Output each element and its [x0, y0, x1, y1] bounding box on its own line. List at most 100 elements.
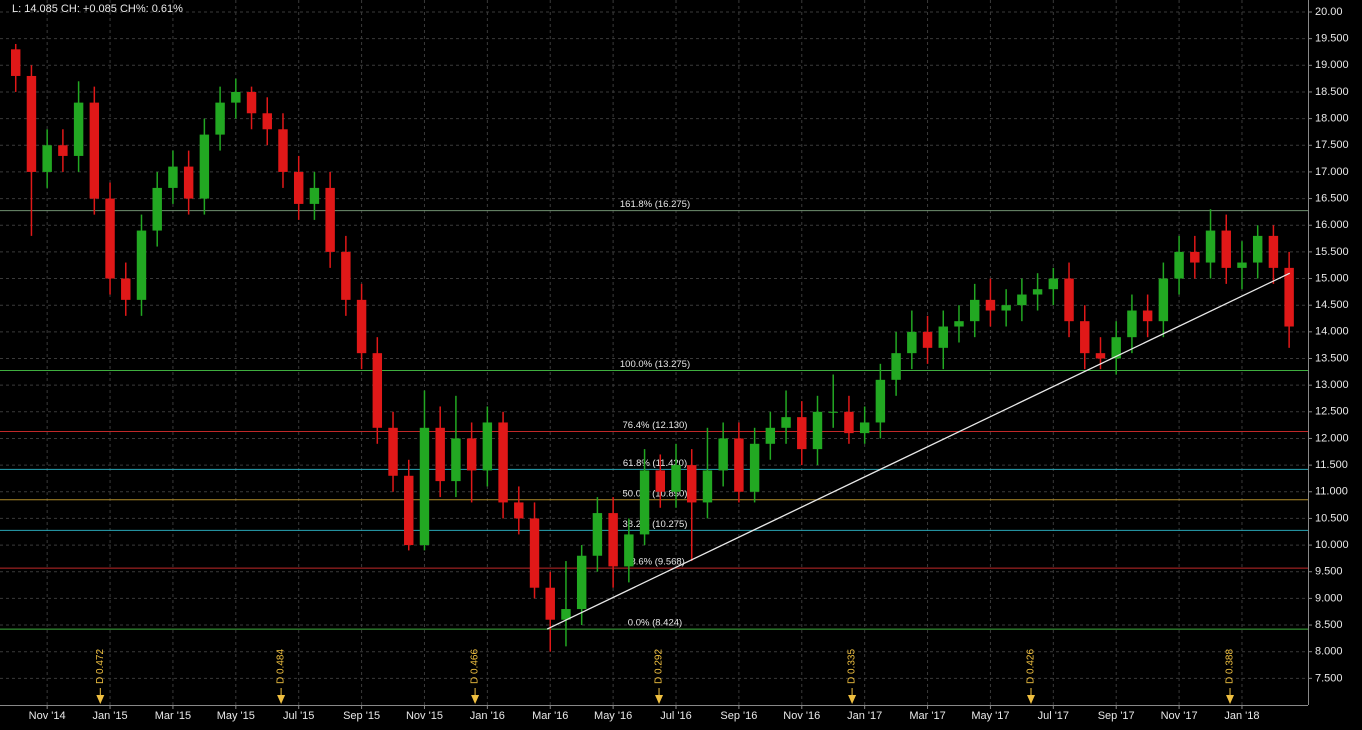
candle-body: [404, 475, 414, 546]
dividend-label: D 0.484: [276, 649, 287, 684]
candle-body: [1142, 310, 1153, 322]
candle-body: [954, 321, 964, 327]
y-tick-label: 15.500: [1315, 246, 1349, 258]
candle-body: [325, 187, 335, 252]
x-tick-label: Nov '14: [29, 710, 66, 722]
y-tick-label: 18.000: [1315, 113, 1349, 125]
fib-label: 50.0% (10.850): [623, 488, 688, 499]
y-tick-label: 12.500: [1315, 406, 1349, 418]
y-tick-label: 18.500: [1315, 86, 1349, 98]
x-tick-label: Nov '16: [783, 710, 820, 722]
candle-body: [105, 198, 115, 279]
candle-body: [199, 134, 210, 199]
candle-body: [1111, 337, 1121, 359]
dividend-label: D 0.335: [847, 649, 858, 684]
y-tick-label: 10.000: [1315, 539, 1349, 551]
x-tick-label: Sep '17: [1098, 710, 1135, 722]
candle-body: [215, 102, 225, 135]
y-tick-label: 19.000: [1315, 59, 1349, 71]
status-text: L: 14.085 CH: +0.085 CH%: 0.61%: [12, 3, 183, 15]
candle-body: [1017, 294, 1027, 306]
candle-body: [875, 379, 886, 423]
candle-body: [89, 102, 100, 199]
candle-body: [152, 187, 162, 231]
dividend-label: D 0.472: [95, 649, 106, 684]
candle-body: [309, 187, 320, 204]
y-tick-label: 20.00: [1315, 6, 1343, 18]
fib-label: 0.0% (8.424): [628, 618, 682, 629]
candle-body: [1252, 235, 1263, 263]
dividend-marker: [1026, 695, 1035, 704]
y-tick-label: 16.000: [1315, 219, 1349, 231]
x-tick-label: Jul '15: [283, 710, 314, 722]
x-tick-label: Nov '17: [1161, 710, 1198, 722]
candle-body: [73, 102, 84, 156]
x-tick-label: Nov '15: [406, 710, 443, 722]
candle-body: [246, 91, 257, 114]
candle-body: [529, 518, 540, 588]
x-tick-label: Jan '16: [470, 710, 505, 722]
candle-body: [687, 465, 697, 503]
candle-body: [435, 427, 445, 482]
candle-body: [938, 326, 948, 348]
candle-body: [514, 502, 524, 519]
fib-label: 76.4% (12.130): [623, 420, 688, 431]
candle-body: [42, 145, 52, 172]
candle-body: [1268, 235, 1279, 268]
candle-body: [765, 427, 776, 444]
candle-body: [639, 470, 650, 535]
candle-body: [1174, 251, 1184, 279]
x-tick-label: Jan '18: [1224, 710, 1259, 722]
dividend-marker: [96, 695, 105, 704]
candle-body: [262, 113, 272, 130]
candle-body: [1001, 305, 1011, 311]
candle-body: [466, 438, 477, 471]
candle-body: [26, 75, 37, 172]
candle-body: [1048, 278, 1059, 290]
candle-body: [734, 438, 744, 492]
candle-body: [136, 230, 147, 300]
candle-body: [859, 422, 870, 434]
y-tick-label: 17.500: [1315, 139, 1349, 151]
x-tick-label: Sep '15: [343, 710, 380, 722]
candle-body: [419, 427, 430, 546]
candle-body: [608, 513, 618, 567]
x-tick-label: Mar '15: [155, 710, 191, 722]
candle-body: [545, 587, 555, 620]
candle-body: [891, 353, 901, 380]
candle-body: [1221, 230, 1231, 268]
candle-body: [718, 438, 728, 471]
y-tick-label: 13.500: [1315, 352, 1349, 364]
candle-body: [1032, 289, 1043, 295]
candle-body: [168, 166, 178, 188]
y-tick-label: 16.500: [1315, 192, 1349, 204]
candle-body: [231, 91, 241, 103]
candle-body: [844, 411, 854, 434]
y-tick-label: 9.500: [1315, 566, 1343, 578]
fib-label: 23.6% (9.568): [625, 557, 685, 568]
y-tick-label: 11.500: [1315, 459, 1348, 471]
fib-label: 38.2% (10.275): [623, 519, 688, 530]
candle-body: [702, 470, 713, 503]
trendline: [546, 272, 1291, 630]
candle-body: [278, 129, 288, 172]
candle-body: [1127, 310, 1137, 338]
candle-body: [498, 422, 508, 503]
candle-body: [1237, 262, 1247, 268]
candle-body: [58, 145, 68, 156]
candle-body: [388, 427, 398, 476]
dividend-marker: [471, 695, 480, 704]
candle-body: [922, 331, 933, 348]
dividend-label: D 0.388: [1225, 649, 1236, 684]
candle-body: [985, 299, 996, 311]
y-tick-label: 11.000: [1315, 486, 1348, 498]
y-tick-label: 7.500: [1315, 672, 1343, 684]
y-tick-label: 14.000: [1315, 326, 1349, 338]
candle-body: [576, 555, 587, 610]
candle-body: [749, 443, 760, 492]
y-tick-label: 12.000: [1315, 432, 1349, 444]
y-tick-label: 17.000: [1315, 166, 1349, 178]
candle-body: [1284, 267, 1294, 327]
dividend-marker: [1226, 695, 1235, 704]
